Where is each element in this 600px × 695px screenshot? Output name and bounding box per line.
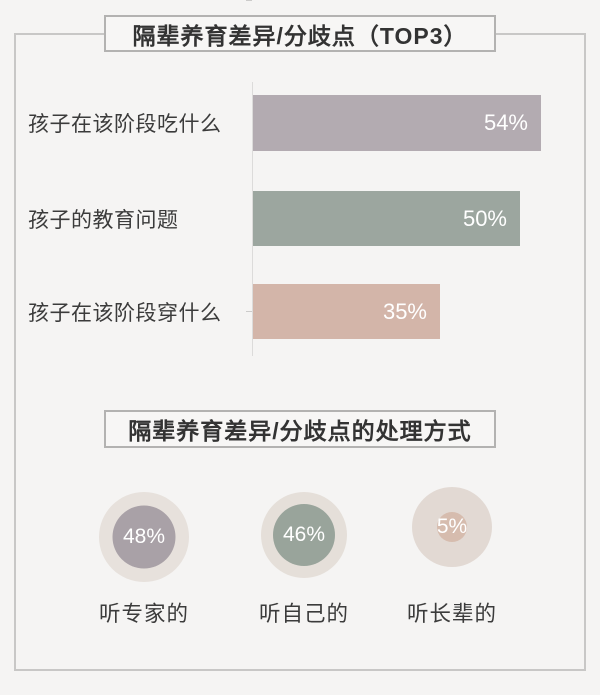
axis-tick	[246, 311, 252, 312]
bubble-value-label: 46%	[282, 523, 326, 546]
bar-chart-title-text: 隔辈养育差异/分歧点（TOP3）	[132, 22, 468, 49]
bar-value-label: 35%	[382, 298, 427, 324]
bubble-inner-circle	[112, 505, 176, 569]
bubble-inner-circle	[437, 512, 467, 542]
bubble-category-label: 听专家的	[98, 602, 189, 626]
bar-row: 孩子在该阶段吃什么 54%	[0, 95, 600, 151]
bar-value-label: 54%	[483, 110, 528, 135]
bubble-chart-title-text: 隔辈养育差异/分歧点的处理方式	[128, 418, 472, 444]
bar-education: 50%	[253, 191, 520, 246]
bubble-category-label: 听自己的	[258, 602, 349, 626]
bubble-experts: 48%	[99, 492, 189, 582]
bar-wear: 35%	[253, 284, 440, 339]
bar-category-label: 孩子的教育问题	[28, 208, 179, 232]
bubble-elders: 5%	[412, 487, 492, 567]
bubble-chart-title: 隔辈养育差异/分歧点的处理方式	[104, 410, 496, 448]
axis-tick	[246, 0, 252, 1]
bar-category-label: 孩子在该阶段吃什么	[28, 113, 222, 136]
bubble-value-label: 48%	[122, 525, 166, 548]
bubble-category-label: 听长辈的	[406, 602, 497, 626]
bar-chart-axis-line	[252, 82, 253, 356]
bar-chart-title: 隔辈养育差异/分歧点（TOP3）	[104, 15, 496, 52]
bar-row: 孩子在该阶段穿什么 35%	[0, 284, 600, 339]
bubble-self: 46%	[261, 492, 347, 578]
bubble-inner-circle	[273, 504, 335, 566]
bar-category-label: 孩子在该阶段穿什么	[28, 301, 222, 325]
bar-row: 孩子的教育问题 50%	[0, 191, 600, 246]
bar-eat: 54%	[253, 95, 541, 151]
bubble-value-label: 5%	[436, 515, 468, 538]
bar-value-label: 50%	[462, 205, 507, 231]
